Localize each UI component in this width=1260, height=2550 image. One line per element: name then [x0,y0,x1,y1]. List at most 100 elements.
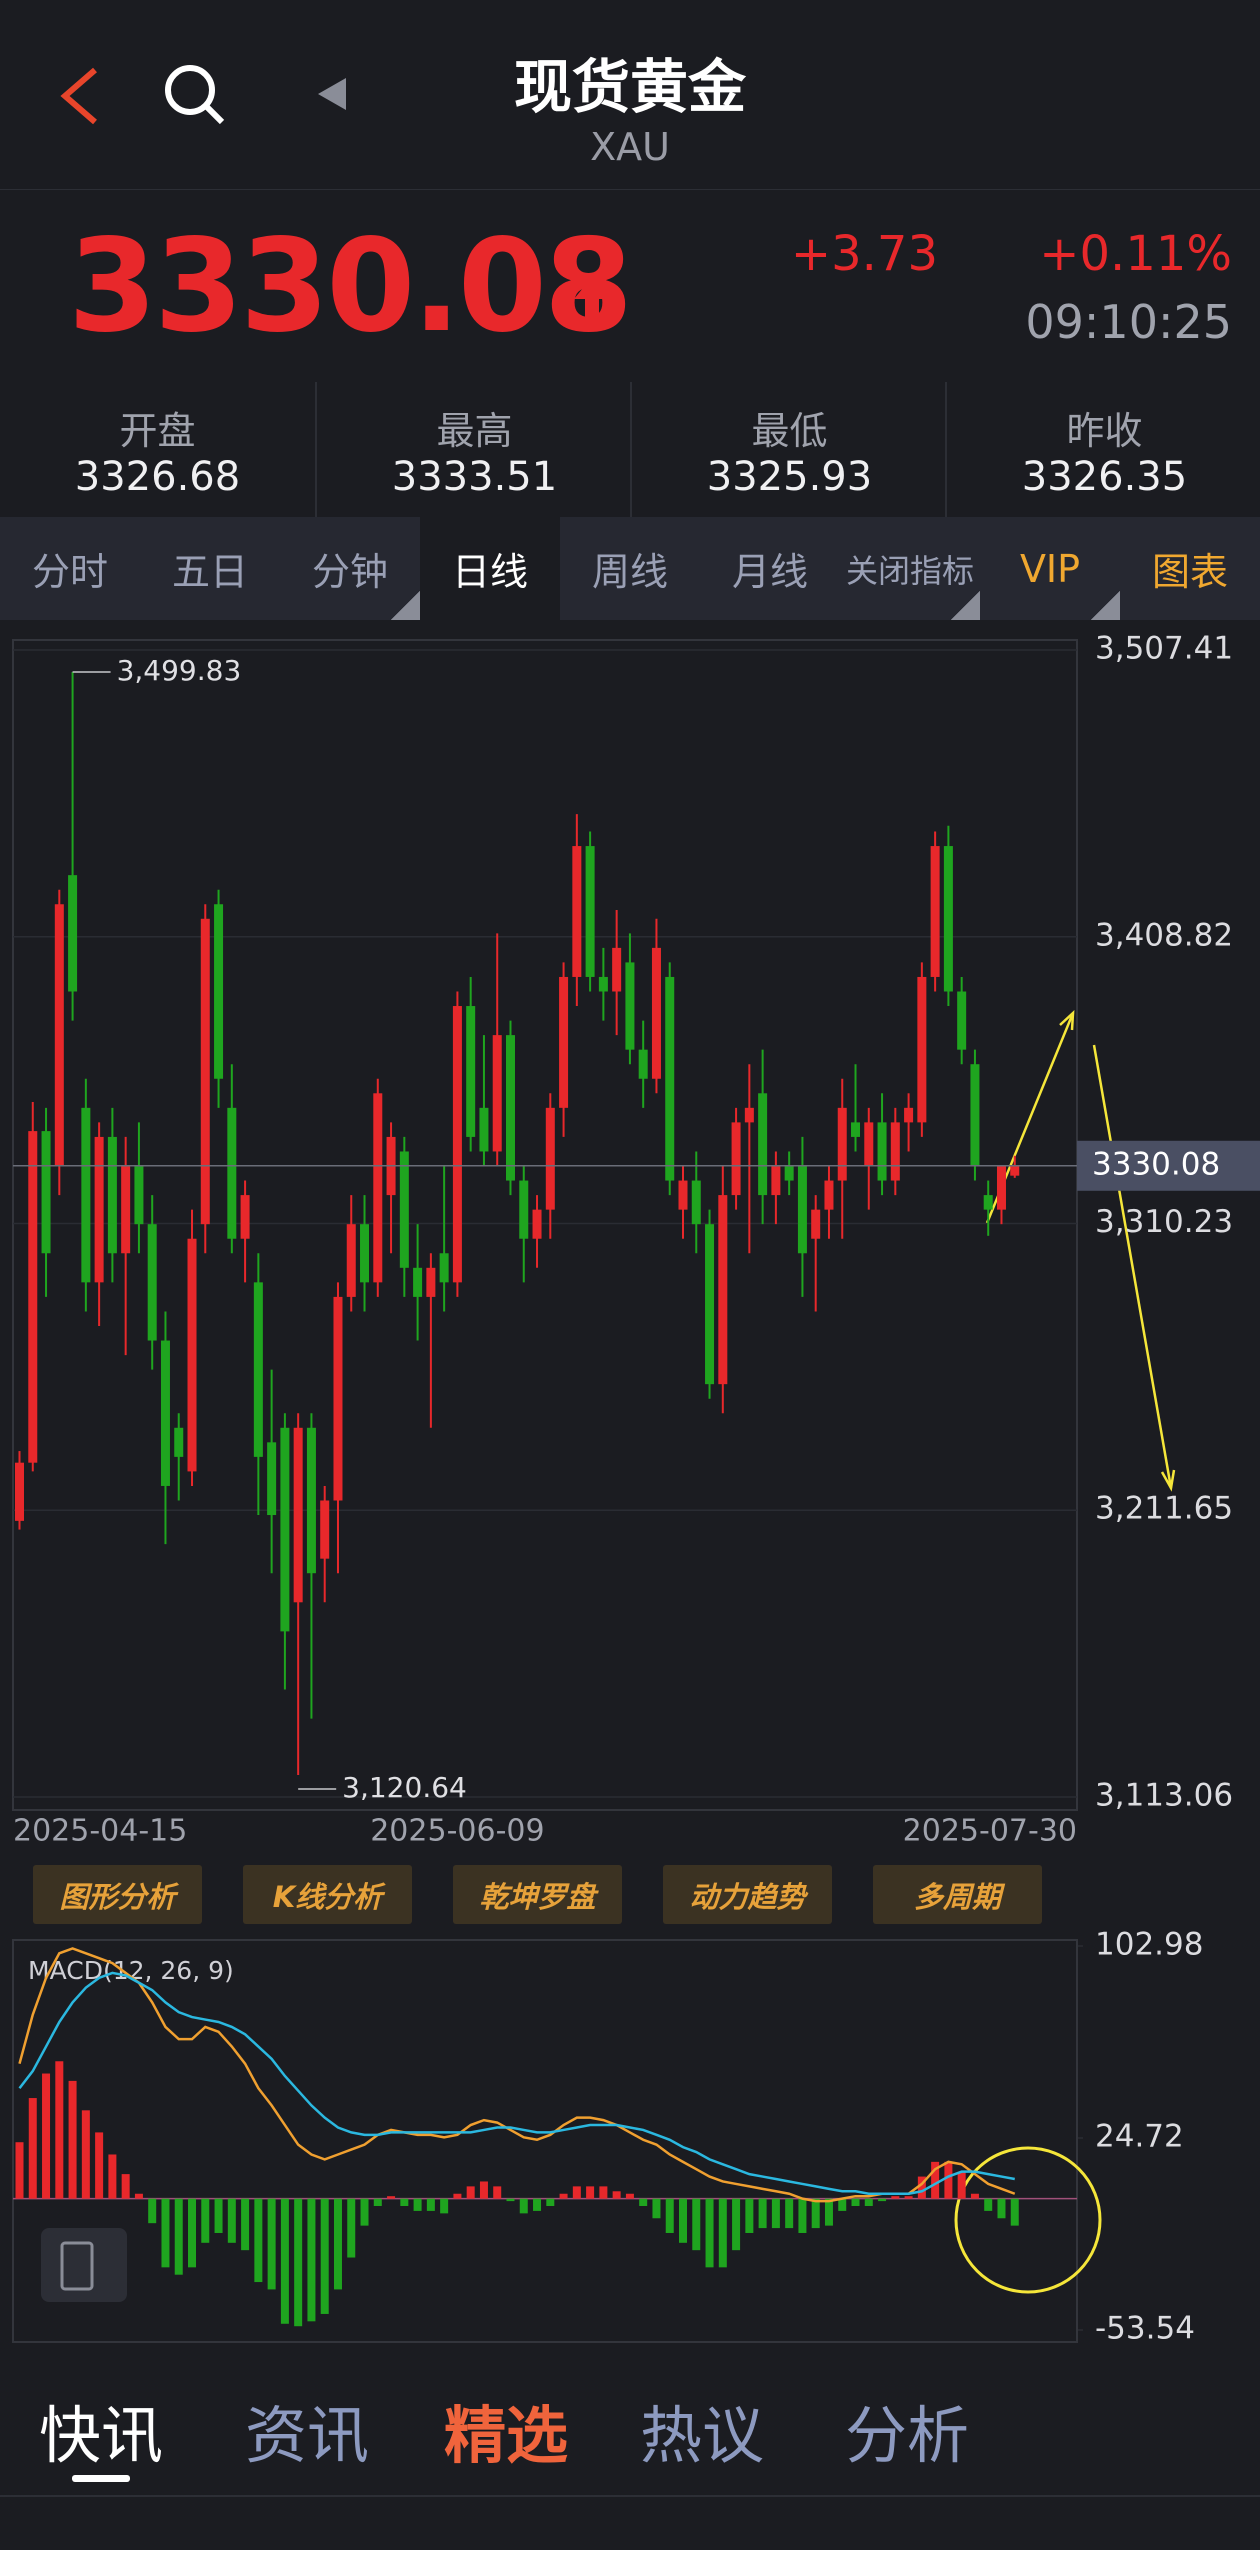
tool-button[interactable]: K线分析 [243,1865,412,1924]
news-tab[interactable]: 分析 [844,2399,970,2472]
y-tick-label: 3,211.65 [1095,1491,1233,1527]
macd-bar [559,2193,568,2199]
y-tick-label: 24.72 [1095,2119,1184,2155]
candle-body [81,1107,91,1283]
candle-body [373,1093,383,1283]
candle-body [585,846,595,977]
macd-bar [692,2198,701,2251]
macd-bar [453,2193,462,2199]
macd-bar [214,2198,223,2233]
news-tab[interactable]: 资讯 [244,2399,370,2472]
macd-bar [771,2198,780,2229]
period-tab[interactable]: 图表 [1120,517,1260,620]
stat-cell: 开盘 3326.68 [0,382,315,517]
stat-label: 开盘 [119,409,196,453]
macd-bar [479,2181,488,2199]
period-tab[interactable]: 关闭指标 [840,517,980,620]
candle-body [917,976,927,1123]
candle-body [665,976,675,1181]
candle-body [360,1224,370,1283]
macd-bar [81,2110,90,2199]
tool-button[interactable]: 多周期 [873,1865,1042,1924]
price-change-pct: +0.11% [1039,226,1232,282]
prev-button[interactable] [318,78,346,110]
period-tab[interactable]: 日线 [420,517,560,620]
annotation-label: 3,120.64 [342,1771,467,1804]
candle-body [718,1195,728,1385]
news-tab[interactable]: 精选 [443,2399,569,2472]
macd-bar [931,2161,940,2199]
page-title: 现货黄金 [513,53,747,121]
macd-bar [599,2186,608,2199]
macd-bar [519,2198,528,2214]
y-tick-label: -53.54 [1095,2311,1195,2347]
candle-body [651,947,661,1079]
candle-body [200,918,210,1225]
news-tab[interactable]: 快讯 [38,2399,164,2472]
macd-bar [851,2198,860,2207]
macd-bar [121,2174,130,2199]
candle-body [346,1224,356,1297]
candle-body [678,1180,688,1210]
search-button[interactable] [165,65,215,115]
macd-bar [506,2198,515,2202]
candle-body [28,1131,38,1463]
page-subtitle: XAU [590,125,670,169]
macd-bar [148,2198,157,2224]
back-button[interactable] [60,67,97,125]
candle-body [280,1427,290,1632]
candle-body [41,1131,51,1254]
macd-bar [917,2176,926,2199]
macd-bar [745,2198,754,2233]
stat-value: 3325.93 [706,454,873,500]
period-tab[interactable]: 周线 [560,517,700,620]
macd-bar [785,2198,794,2229]
candle-body [174,1427,184,1457]
macd-bar [15,2142,24,2199]
candle-body [54,904,64,1167]
macd-bar [944,2161,953,2199]
arrow-head [1059,1009,1075,1031]
macd-bar [732,2198,741,2251]
macd-bar [387,2196,396,2199]
period-tab[interactable]: 分时 [0,517,140,620]
candle-body [930,846,940,977]
macd-frame [12,1939,1078,2343]
period-tab[interactable]: VIP [980,517,1120,620]
stat-cell: 最高 3333.51 [315,382,632,517]
candle-body [466,1006,476,1137]
macd-bar [612,2191,621,2199]
y-tick-label: 102.98 [1095,1927,1203,1963]
macd-bar [333,2198,342,2290]
macd-bar [320,2198,329,2314]
tool-button[interactable]: 动力趋势 [663,1865,832,1924]
toggle-button[interactable] [41,2228,127,2302]
candle-body [240,1195,250,1239]
candle-body [904,1107,914,1123]
last-price: 3330.08 [68,212,633,361]
candle-body [306,1427,316,1574]
candle-body [532,1209,542,1239]
candle-body [864,1122,874,1167]
candle-body [545,1107,555,1210]
period-tab[interactable]: 月线 [700,517,840,620]
up-arrow [574,277,610,327]
period-tab[interactable]: 分钟 [280,517,420,620]
candle-body [492,1035,502,1152]
candle-body [399,1151,409,1268]
candle-body [214,904,224,1079]
macd-bar [373,2198,382,2207]
macd-bar [625,2193,634,2199]
tool-button[interactable]: 乾坤罗盘 [453,1865,622,1924]
chart-frame [12,639,1078,1811]
tool-button[interactable]: 图形分析 [33,1865,202,1924]
candle-body [293,1427,303,1603]
news-tab[interactable]: 热议 [639,2399,765,2472]
stat-cell: 昨收 3326.35 [945,382,1260,517]
candle-body [1010,1165,1020,1176]
macd-bar [68,2080,77,2199]
stat-label: 昨收 [1066,409,1143,453]
candle-body [837,1107,847,1181]
period-tab[interactable]: 五日 [140,517,280,620]
